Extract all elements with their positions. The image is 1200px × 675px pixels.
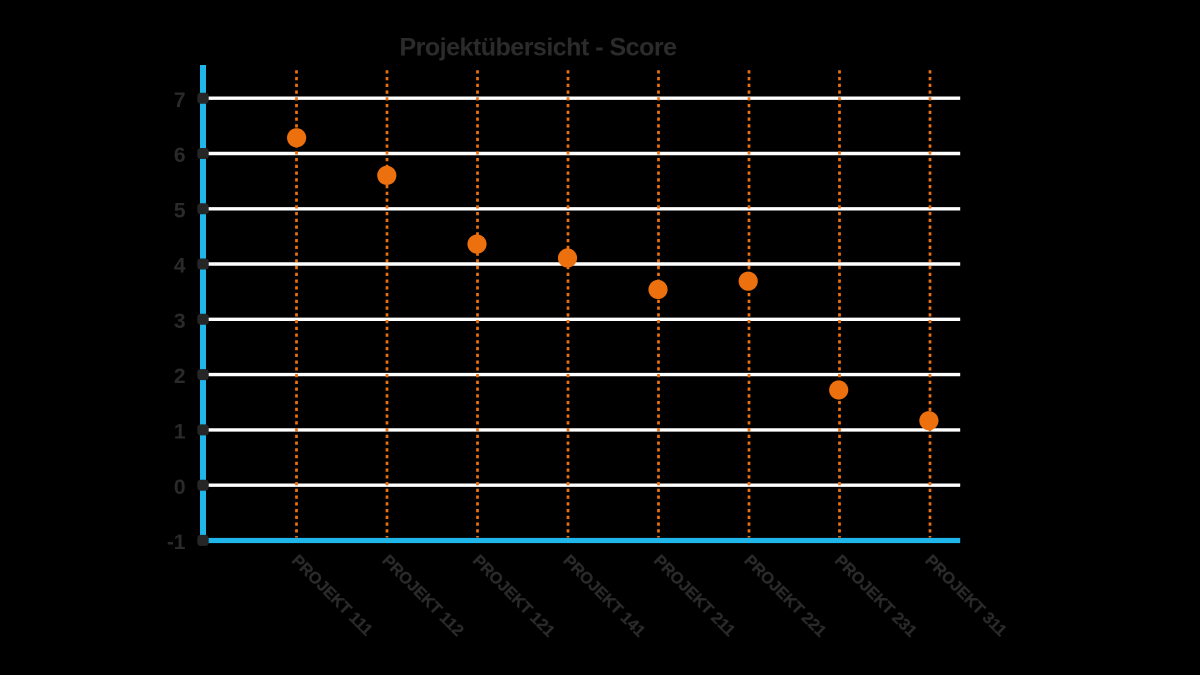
svg-text:PROJEKT 111: PROJEKT 111 xyxy=(288,552,376,640)
svg-text:PROJEKT 121: PROJEKT 121 xyxy=(469,552,558,641)
svg-text:7: 7 xyxy=(174,89,186,112)
svg-text:3: 3 xyxy=(174,310,186,333)
svg-text:2: 2 xyxy=(174,365,186,388)
svg-text:PROJEKT 141: PROJEKT 141 xyxy=(560,552,649,641)
svg-text:0: 0 xyxy=(174,476,186,499)
svg-text:4: 4 xyxy=(174,255,186,278)
svg-text:5: 5 xyxy=(174,199,186,222)
svg-text:PROJEKT 211: PROJEKT 211 xyxy=(650,552,738,640)
svg-text:PROJEKT 231: PROJEKT 231 xyxy=(831,552,920,641)
svg-text:1: 1 xyxy=(174,421,186,444)
svg-text:6: 6 xyxy=(174,144,186,167)
svg-text:Projektübersicht - Score: Projektübersicht - Score xyxy=(400,34,678,62)
svg-text:-1: -1 xyxy=(167,531,186,554)
svg-text:PROJEKT 112: PROJEKT 112 xyxy=(379,552,467,640)
svg-text:PROJEKT 221: PROJEKT 221 xyxy=(741,552,830,641)
svg-text:PROJEKT 311: PROJEKT 311 xyxy=(922,552,1010,640)
